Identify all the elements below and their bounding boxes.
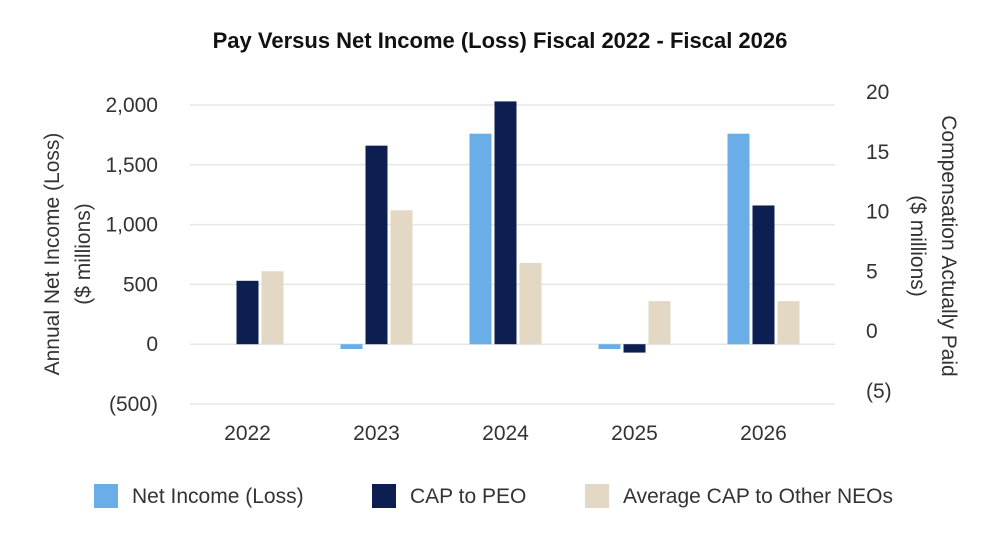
bar-cap-to-peo xyxy=(752,205,775,345)
bar-net-income xyxy=(727,133,750,345)
right-tick-label: (5) xyxy=(866,380,892,403)
bar-cap-to-peo xyxy=(365,145,388,345)
legend-swatch xyxy=(585,484,609,508)
left-tick-label: 0 xyxy=(146,333,158,356)
x-tick-label: 2024 xyxy=(482,422,529,445)
left-axis-label-line1: Annual Net Income (Loss) xyxy=(41,133,64,376)
right-axis-label-line2: ($ millions) xyxy=(906,195,929,297)
bar-cap-to-peo xyxy=(236,280,259,345)
right-tick-label: 5 xyxy=(866,260,878,283)
bar-net-income xyxy=(340,344,363,349)
right-tick-label: 20 xyxy=(866,81,889,104)
legend: Net Income (Loss) CAP to PEO Average CAP t… xyxy=(94,484,893,508)
bar-net-income xyxy=(598,344,621,349)
bar-cap-to-peo xyxy=(494,101,517,345)
bar-avg-cap-other-neos xyxy=(261,271,284,345)
left-tick-label: (500) xyxy=(109,393,158,416)
left-axis-ticks: (500) 0 500 1,000 1,500 2,000 xyxy=(105,94,158,416)
x-tick-label: 2023 xyxy=(353,422,400,445)
legend-swatch xyxy=(94,484,118,508)
left-tick-label: 1,000 xyxy=(105,214,158,237)
legend-label: Average CAP to Other NEOs xyxy=(623,485,893,508)
bar-avg-cap-other-neos xyxy=(777,301,800,345)
right-tick-label: 10 xyxy=(866,201,889,224)
right-tick-label: 0 xyxy=(866,320,878,343)
legend-label: CAP to PEO xyxy=(410,485,526,508)
bar-avg-cap-other-neos xyxy=(390,210,413,345)
x-axis-ticks: 2022 2023 2024 2025 2026 xyxy=(224,422,787,445)
left-tick-label: 2,000 xyxy=(105,94,158,117)
x-tick-label: 2022 xyxy=(224,422,271,445)
bar-net-income xyxy=(469,133,492,345)
legend-swatch xyxy=(372,484,396,508)
bar-cap-to-peo xyxy=(623,344,646,353)
left-axis-label-line2: ($ millions) xyxy=(72,203,95,305)
left-tick-label: 1,500 xyxy=(105,154,158,177)
right-axis-ticks: (5) 0 5 10 15 20 xyxy=(866,81,892,403)
bars xyxy=(236,101,800,353)
x-tick-label: 2026 xyxy=(740,422,787,445)
legend-label: Net Income (Loss) xyxy=(132,485,304,508)
chart-title: Pay Versus Net Income (Loss) Fiscal 2022… xyxy=(213,28,788,53)
bar-avg-cap-other-neos xyxy=(648,301,671,345)
right-axis-label-line1: Compensation Actually Paid xyxy=(937,115,960,377)
bar-avg-cap-other-neos xyxy=(519,262,542,345)
x-tick-label: 2025 xyxy=(611,422,658,445)
right-tick-label: 15 xyxy=(866,141,889,164)
left-tick-label: 500 xyxy=(123,273,158,296)
